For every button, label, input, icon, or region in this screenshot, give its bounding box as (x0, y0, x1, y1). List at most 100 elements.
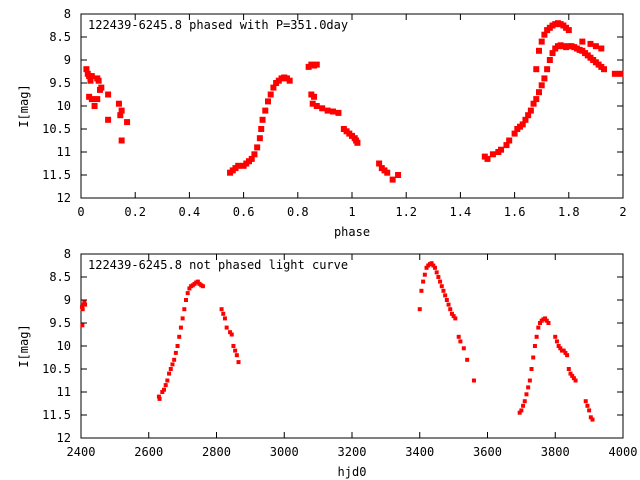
data-point (526, 385, 531, 390)
data-point (262, 107, 269, 114)
data-point (259, 116, 266, 123)
data-point (489, 151, 496, 158)
x-tick-label: 2600 (134, 445, 163, 459)
x-tick-label: 0.4 (179, 205, 201, 219)
data-point (83, 302, 88, 307)
data-point (118, 107, 125, 114)
y-tick-label: 9 (64, 293, 71, 307)
x-tick-label: 4000 (609, 445, 638, 459)
data-point (546, 321, 551, 325)
data-point (185, 291, 190, 296)
data-point (324, 107, 331, 114)
x-tick-label: 1.4 (450, 205, 472, 219)
data-point (522, 116, 529, 123)
data-point (330, 108, 337, 115)
x-tick-label: 3000 (270, 445, 299, 459)
data-point (570, 373, 575, 378)
data-point (446, 302, 451, 307)
data-point (157, 396, 162, 401)
data-point (161, 387, 166, 392)
data-point (270, 84, 277, 91)
x-tick-label: 0.2 (124, 205, 146, 219)
x-tick-label: 1.2 (395, 205, 417, 219)
data-point (118, 137, 125, 144)
data-point (231, 344, 236, 348)
data-point (180, 316, 185, 321)
data-point (115, 100, 122, 107)
y-tick-label: 9.5 (49, 316, 71, 330)
data-point (511, 130, 518, 137)
data-point (438, 279, 443, 284)
data-point (439, 284, 444, 289)
data-point (521, 403, 526, 408)
data-point (165, 378, 170, 383)
x-tick-label: 3800 (541, 445, 570, 459)
data-point (553, 334, 558, 339)
data-point (88, 73, 95, 80)
data-point (234, 353, 239, 358)
data-point (543, 316, 548, 321)
y-tick-label: 11.5 (42, 408, 71, 422)
data-point (535, 47, 542, 54)
data-point (422, 272, 427, 277)
x-tick-label: 0 (77, 205, 84, 219)
data-point (458, 339, 463, 344)
data-point (532, 344, 537, 348)
data-point (538, 321, 543, 325)
data-point (384, 169, 391, 176)
data-point (444, 298, 449, 302)
data-point (556, 344, 561, 348)
y-tick-label: 8 (64, 247, 71, 261)
data-point (534, 334, 539, 339)
data-point (173, 350, 178, 355)
data-point (503, 142, 510, 149)
y-tick-label: 8.5 (49, 270, 71, 284)
data-point (441, 288, 446, 293)
data-point (389, 176, 396, 183)
data-point (531, 355, 536, 360)
data-point (224, 325, 229, 330)
data-point (417, 307, 422, 312)
data-point (254, 144, 261, 151)
data-point (82, 300, 87, 305)
data-point (236, 360, 241, 365)
data-point (248, 155, 255, 162)
data-point (124, 119, 131, 126)
data-point (156, 394, 161, 399)
y-tick-label: 12 (57, 431, 71, 445)
data-point (471, 378, 476, 383)
data-point (590, 417, 595, 422)
data-point (541, 31, 548, 38)
data-point (175, 344, 180, 348)
y-tick-label: 10.5 (42, 362, 71, 376)
data-point (105, 91, 112, 98)
data-point (538, 38, 545, 45)
data-point (453, 316, 458, 321)
y-tick-label: 12 (57, 191, 71, 205)
data-point (587, 408, 592, 413)
data-point (579, 38, 586, 45)
data-point (517, 410, 522, 415)
x-tick-label: 0.6 (233, 205, 255, 219)
data-point (228, 330, 233, 335)
data-point (80, 307, 85, 312)
data-point (229, 332, 234, 337)
data-point (376, 160, 383, 167)
data-point (160, 390, 165, 394)
data-point (286, 77, 293, 84)
x-tick-label: 2 (619, 205, 626, 219)
data-point (525, 112, 532, 119)
phased-light-curve-chart: 122439-6245.8 phased with P=351.0day pha… (17, 7, 627, 239)
data-point (529, 367, 534, 371)
data-point (448, 307, 453, 312)
data-point (588, 415, 593, 420)
data-point (105, 116, 112, 123)
data-point (558, 346, 563, 351)
data-point (451, 314, 456, 319)
x-tick-label: 3600 (473, 445, 502, 459)
data-point (264, 98, 271, 105)
data-point (601, 66, 608, 73)
y-tick-label: 11.5 (42, 168, 71, 182)
y-tick-label: 8.5 (49, 30, 71, 44)
